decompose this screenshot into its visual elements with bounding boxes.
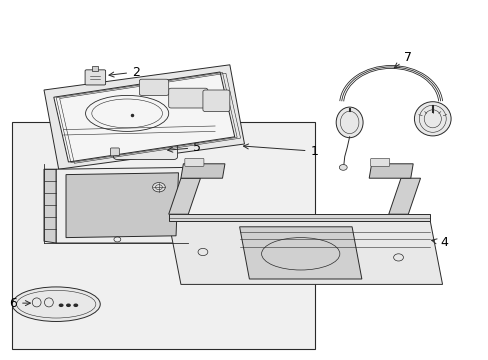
Ellipse shape [414,102,450,136]
FancyBboxPatch shape [168,88,207,108]
Polygon shape [66,173,178,238]
FancyBboxPatch shape [113,142,177,159]
Polygon shape [368,164,412,178]
Circle shape [73,303,78,307]
Circle shape [66,303,71,307]
FancyBboxPatch shape [184,158,203,166]
Polygon shape [239,227,361,279]
Text: 4: 4 [431,237,447,249]
Polygon shape [181,164,224,178]
Text: 3: 3 [167,183,193,195]
FancyBboxPatch shape [139,79,168,95]
Circle shape [339,165,346,170]
Polygon shape [168,214,429,221]
Polygon shape [388,178,420,214]
Polygon shape [44,65,244,169]
Polygon shape [44,169,56,243]
Circle shape [59,303,63,307]
Polygon shape [168,221,442,284]
Ellipse shape [12,287,100,321]
FancyBboxPatch shape [85,70,105,85]
Polygon shape [54,72,234,162]
Text: 6: 6 [9,297,30,310]
FancyBboxPatch shape [370,158,389,166]
FancyBboxPatch shape [203,90,229,112]
Bar [12,122,315,349]
Circle shape [152,183,165,192]
Polygon shape [168,178,200,214]
Ellipse shape [336,107,362,138]
Text: 2: 2 [109,66,140,78]
Text: 5: 5 [167,141,201,154]
FancyBboxPatch shape [110,148,119,156]
Text: 7: 7 [393,51,411,68]
Bar [92,66,98,71]
Polygon shape [56,167,188,243]
Text: 1: 1 [243,144,318,158]
